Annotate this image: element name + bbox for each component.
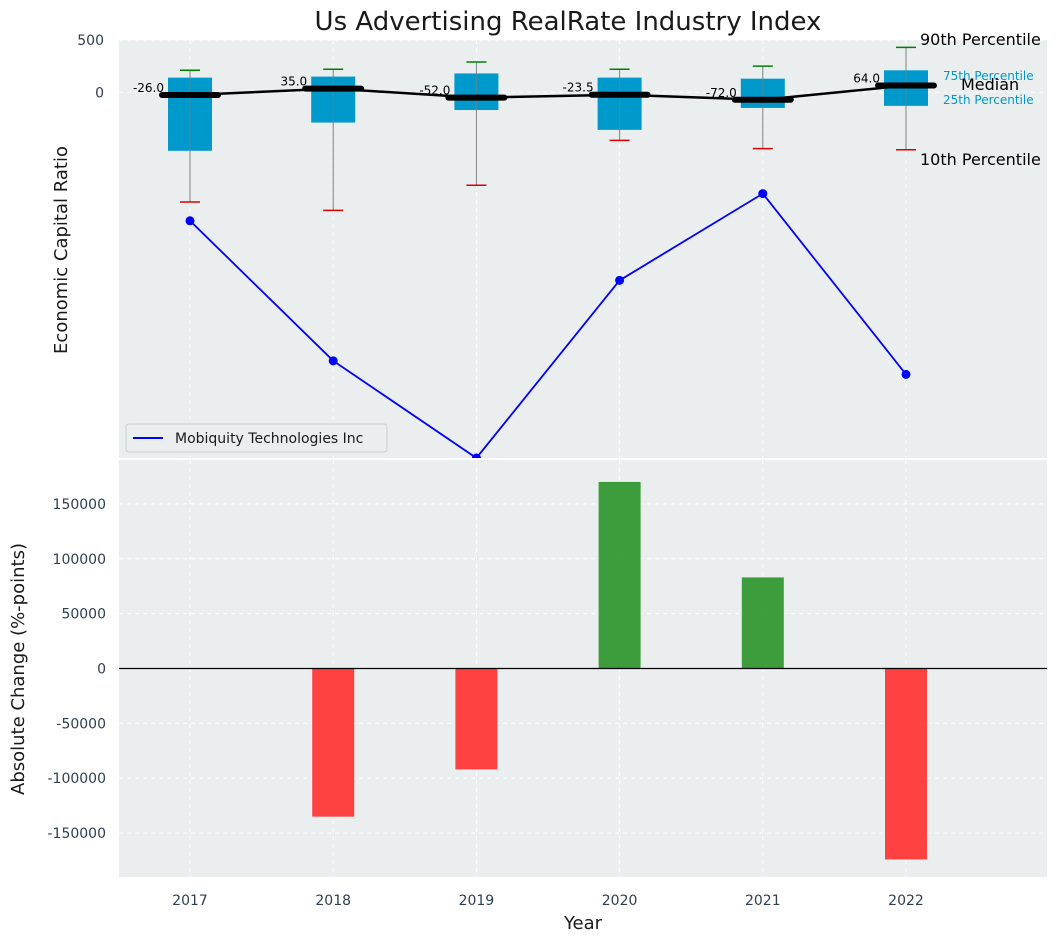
- legend: Mobiquity Technologies Inc: [125, 423, 388, 453]
- company-point: [901, 369, 911, 379]
- percentile-annotations: 90th Percentile 75th Percentile Median 2…: [920, 30, 1041, 169]
- median-annotation: Median: [961, 75, 1019, 94]
- top-y-tick: 0: [95, 85, 104, 101]
- median-value-label: -72.0: [706, 86, 737, 100]
- legend-label: Mobiquity Technologies Inc: [175, 431, 363, 447]
- company-point: [615, 275, 625, 285]
- median-value-label: 64.0: [853, 72, 880, 86]
- top-plot-area: [119, 40, 1047, 458]
- bottom-y-tick: 50000: [61, 607, 106, 623]
- change-bars: [312, 481, 927, 860]
- x-axis-label: Year: [563, 913, 603, 934]
- bottom-y-tick: 100000: [53, 552, 106, 568]
- median-value-label: -26.0: [133, 81, 164, 95]
- x-tick: 2019: [459, 893, 495, 909]
- positive-change-bar: [741, 577, 784, 669]
- p90-annotation: 90th Percentile: [920, 30, 1041, 49]
- company-point: [328, 356, 338, 366]
- bottom-y-tick: -150000: [48, 826, 107, 842]
- bottom-y-tick-labels: 150000 100000 50000 0 -50000 -100000 -150000: [48, 497, 107, 842]
- median-line-group: [189, 84, 907, 102]
- median-line: [189, 84, 907, 102]
- legend-box: [125, 423, 388, 453]
- median-value-label: -23.5: [563, 81, 594, 95]
- company-point: [185, 216, 195, 226]
- negative-change-bar: [312, 668, 355, 817]
- p10-annotation: 10th Percentile: [920, 150, 1041, 169]
- p25-annotation: 25th Percentile: [943, 93, 1034, 107]
- p75-annotation: 75th Percentile: [943, 69, 1034, 83]
- company-line: [189, 192, 907, 460]
- bottom-y-tick: 150000: [53, 497, 106, 513]
- bottom-y-tick: -50000: [56, 716, 106, 732]
- negative-change-bar: [885, 668, 927, 860]
- x-tick: 2018: [315, 893, 351, 909]
- x-tick: 2022: [888, 893, 924, 909]
- top-y-tick-labels: 500 0: [77, 33, 104, 101]
- bottom-y-tick: -100000: [48, 771, 107, 787]
- company-point: [758, 189, 768, 199]
- x-tick: 2017: [172, 893, 208, 909]
- median-value-label: 35.0: [280, 75, 307, 89]
- x-tick: 2020: [602, 893, 638, 909]
- negative-change-bar: [455, 668, 498, 770]
- bottom-y-axis-label: Absolute Change (%-points): [8, 543, 29, 795]
- bottom-y-tick: 0: [97, 662, 106, 678]
- x-tick-labels: 2017 2018 2019 2020 2021 2022: [172, 893, 924, 909]
- top-y-tick: 500: [77, 33, 104, 49]
- x-tick: 2021: [745, 893, 781, 909]
- positive-change-bar: [598, 481, 641, 669]
- chart-title: Us Advertising RealRate Industry Index: [315, 7, 822, 37]
- top-y-axis-label: Economic Capital Ratio: [51, 146, 72, 354]
